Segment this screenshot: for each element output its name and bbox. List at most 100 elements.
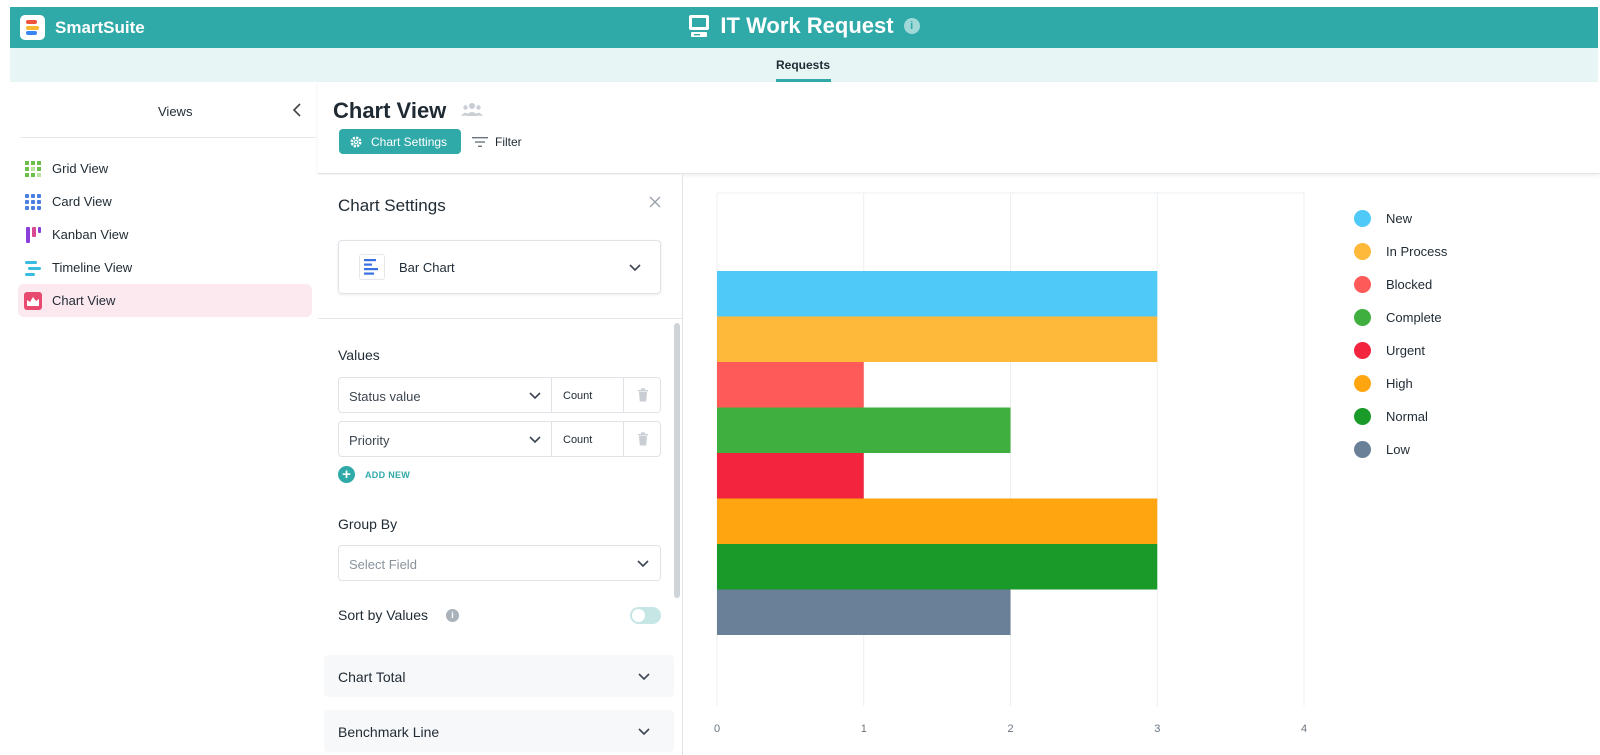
divider — [551, 378, 552, 412]
chart-total-label: Chart Total — [338, 669, 406, 685]
close-icon[interactable] — [648, 195, 662, 209]
x-tick-label: 2 — [1007, 723, 1013, 735]
chevron-left-icon[interactable] — [290, 102, 304, 118]
sidebar-item-grid-view[interactable]: Grid View — [18, 152, 312, 185]
legend-label: Blocked — [1386, 277, 1433, 292]
aggregation-select[interactable]: Count — [563, 434, 593, 446]
sidebar-item-card-view[interactable]: Card View — [18, 185, 312, 218]
legend-label: In Process — [1386, 244, 1448, 259]
chevron-down-icon — [638, 673, 650, 681]
legend-swatch — [1354, 276, 1371, 293]
legend-item-complete[interactable]: Complete — [1354, 309, 1442, 326]
sidebar-item-label: Grid View — [52, 161, 109, 176]
bar-low[interactable] — [717, 589, 1011, 636]
tab-requests[interactable]: Requests — [776, 58, 831, 72]
value-field-select[interactable]: Status value — [349, 389, 421, 404]
chevron-down-icon — [637, 560, 649, 568]
bar-urgent[interactable] — [717, 453, 864, 499]
legend-swatch — [1354, 342, 1371, 359]
sort-by-values-toggle[interactable] — [630, 607, 661, 624]
plus-icon: + — [338, 466, 355, 483]
sort-by-values-label: Sort by Values — [338, 607, 429, 623]
tab-active-indicator — [776, 79, 831, 82]
sidebar-item-label: Chart View — [52, 293, 116, 308]
chevron-down-icon[interactable] — [529, 436, 541, 444]
sidebar-item-kanban-view[interactable]: Kanban View — [18, 218, 312, 251]
chart-settings-panel: Chart Settings Bar Chart Values Status v… — [318, 175, 683, 755]
timeline-view-icon — [25, 260, 41, 276]
legend-swatch — [1354, 375, 1371, 392]
legend-swatch — [1354, 441, 1371, 458]
settings-title: Chart Settings — [338, 196, 446, 215]
legend-item-in-process[interactable]: In Process — [1354, 243, 1447, 260]
chart-total-accordion[interactable]: Chart Total — [324, 655, 674, 697]
x-tick-label: 4 — [1301, 723, 1307, 735]
legend-label: Complete — [1386, 310, 1442, 325]
legend-swatch — [1354, 408, 1371, 425]
legend-swatch — [1354, 309, 1371, 326]
smartsuite-logo-icon — [20, 15, 45, 40]
page-title: Chart View — [333, 98, 447, 123]
gear-icon — [350, 136, 362, 147]
value-field-select[interactable]: Priority — [349, 433, 390, 448]
legend-item-normal[interactable]: Normal — [1354, 408, 1428, 425]
toggle-knob — [632, 609, 645, 622]
chart-settings-button[interactable]: Chart Settings — [339, 129, 461, 154]
legend-item-high[interactable]: High — [1354, 375, 1413, 392]
divider — [623, 378, 624, 412]
app-header: SmartSuite IT Work Request i — [10, 7, 1598, 48]
sort-by-values-row: Sort by Values i — [338, 606, 661, 626]
bar-complete[interactable] — [717, 407, 1011, 454]
aggregation-select[interactable]: Count — [563, 390, 593, 402]
chevron-down-icon[interactable] — [529, 392, 541, 400]
legend-item-blocked[interactable]: Blocked — [1354, 276, 1432, 293]
group-by-placeholder: Select Field — [349, 557, 417, 572]
sidebar-title: Views — [158, 104, 193, 119]
values-label: Values — [338, 347, 380, 363]
group-by-select[interactable]: Select Field — [338, 545, 661, 581]
card-view-icon — [25, 193, 41, 210]
x-tick-label: 3 — [1154, 723, 1160, 735]
brand-logo[interactable]: SmartSuite — [20, 15, 145, 40]
bar-chart-icon — [359, 254, 385, 280]
bar-blocked[interactable] — [717, 362, 864, 408]
people-icon[interactable] — [461, 101, 483, 117]
legend-item-new[interactable]: New — [1354, 210, 1412, 227]
trash-icon[interactable] — [637, 432, 649, 446]
value-row: Status value Count — [338, 377, 661, 413]
sidebar-header: Views — [20, 82, 316, 138]
computer-icon — [689, 15, 710, 37]
legend-swatch — [1354, 210, 1371, 227]
info-icon[interactable]: i — [446, 609, 459, 622]
sidebar-item-chart-view[interactable]: Chart View — [18, 284, 312, 317]
chevron-down-icon — [629, 264, 641, 272]
sidebar-item-label: Card View — [52, 194, 112, 209]
legend-label: Low — [1386, 442, 1410, 457]
divider — [318, 318, 682, 319]
filter-button[interactable]: Filter — [472, 129, 522, 154]
legend-item-low[interactable]: Low — [1354, 441, 1410, 458]
chart-type-select[interactable]: Bar Chart — [338, 240, 661, 294]
sidebar-item-timeline-view[interactable]: Timeline View — [18, 251, 312, 284]
grid-view-icon — [25, 160, 41, 177]
chevron-down-icon — [638, 728, 650, 736]
trash-icon[interactable] — [637, 388, 649, 402]
benchmark-line-accordion[interactable]: Benchmark Line — [324, 710, 674, 752]
legend-item-urgent[interactable]: Urgent — [1354, 342, 1425, 359]
divider — [623, 422, 624, 456]
bar-normal[interactable] — [717, 544, 1158, 590]
bar-in-process[interactable] — [717, 316, 1158, 363]
benchmark-line-label: Benchmark Line — [338, 724, 440, 740]
info-icon[interactable]: i — [903, 18, 920, 34]
chart-type-label: Bar Chart — [399, 259, 455, 275]
legend-label: New — [1386, 211, 1413, 226]
chart-settings-button-label: Chart Settings — [371, 134, 448, 149]
bar-new[interactable] — [717, 271, 1158, 317]
add-new-value-button[interactable]: + ADD NEW — [338, 466, 410, 483]
settings-scrollbar[interactable] — [674, 323, 680, 598]
bar-high[interactable] — [717, 498, 1158, 545]
divider — [551, 422, 552, 456]
group-by-label: Group By — [338, 516, 398, 532]
tab-bar: Requests — [10, 48, 1598, 82]
legend-label: Urgent — [1386, 343, 1426, 358]
